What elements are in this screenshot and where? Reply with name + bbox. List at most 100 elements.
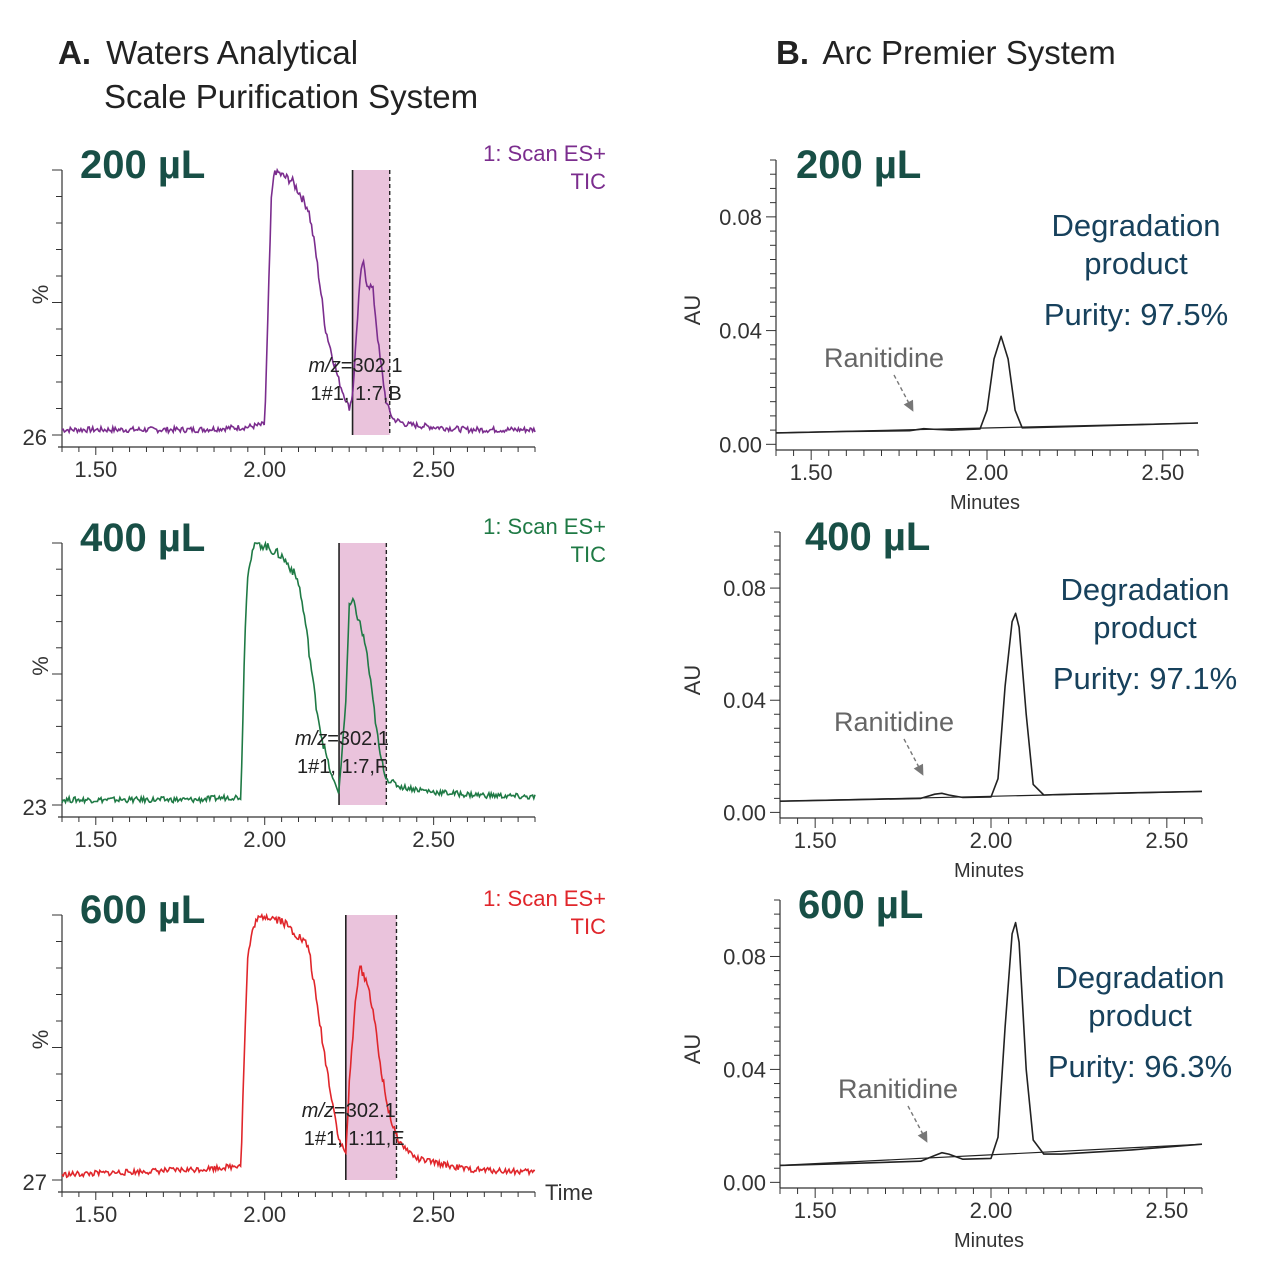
trace-label-line1: 1: Scan ES+ bbox=[483, 514, 606, 539]
tic-trace bbox=[61, 912, 536, 1179]
y-tick-label: 0.04 bbox=[723, 688, 766, 713]
x-tick-label: 2.00 bbox=[970, 828, 1013, 853]
peak-name-line2: product bbox=[1088, 998, 1192, 1033]
chart-b-3: 0.00 0.04 0.08 1.50 2.00 2.50 Minutes AU 600 µL D… bbox=[680, 883, 1232, 1252]
volume-label: 600 µL bbox=[798, 883, 923, 927]
x-tick-label: 1.50 bbox=[74, 1202, 117, 1227]
ranitidine-label: Ranitidine bbox=[834, 707, 954, 737]
mz-prefix: m/z bbox=[295, 728, 327, 750]
volume-label: 200 µL bbox=[80, 143, 205, 187]
ranitidine-arrowhead bbox=[917, 1130, 928, 1143]
scan-annotation: 1#1, 1:7,F bbox=[297, 756, 387, 778]
peak-name-line1: Degradation bbox=[1052, 208, 1221, 243]
purity-label: Purity: 97.1% bbox=[1053, 661, 1237, 696]
peak-name-line2: product bbox=[1093, 610, 1197, 645]
y-tick-label: 0.04 bbox=[719, 319, 762, 344]
y-tick-label: 0.08 bbox=[723, 576, 766, 601]
baseline-line bbox=[775, 422, 1199, 434]
y-tick-label: 0.08 bbox=[723, 944, 766, 969]
x-axis-label: Minutes bbox=[954, 1230, 1024, 1252]
trace-label-line2: TIC bbox=[571, 169, 607, 194]
x-tick-label: 2.50 bbox=[1141, 460, 1184, 485]
panel-b-title: Arc Premier System bbox=[822, 34, 1115, 71]
x-tick-label: 1.50 bbox=[794, 828, 837, 853]
tic-trace bbox=[61, 540, 536, 805]
y-tick-label: 0.08 bbox=[719, 205, 762, 230]
y-axis-label: AU bbox=[680, 295, 705, 326]
svg-text:B. Arc Premier System: B. Arc Premier System bbox=[776, 34, 1116, 71]
trace-label-line1: 1: Scan ES+ bbox=[483, 886, 606, 911]
panel-a-title-line2: Scale Purification System bbox=[104, 78, 478, 115]
baseline-line bbox=[779, 1143, 1203, 1166]
x-tick-label: 2.50 bbox=[412, 457, 455, 482]
peak-name-line1: Degradation bbox=[1056, 960, 1225, 995]
chart-b-2: 0.00 0.04 0.08 1.50 2.00 2.50 Minutes AU 400 µL D… bbox=[680, 515, 1237, 882]
mz-annotation: m/z=302.1 bbox=[295, 728, 389, 750]
chart-a-3: 1.50 2.00 2.50 27% 600 µL 1: Scan ES+ TIC m/z=3… bbox=[23, 886, 607, 1227]
y-axis-label: % bbox=[28, 1030, 53, 1050]
x-tick-label: 2.00 bbox=[243, 827, 286, 852]
x-tick-label: 1.50 bbox=[794, 1198, 837, 1223]
mz-annotation: m/z=302.1 bbox=[302, 1100, 396, 1122]
x-tick-label: 2.50 bbox=[1145, 828, 1188, 853]
time-axis-label: Time bbox=[545, 1180, 593, 1205]
x-tick-label: 1.50 bbox=[74, 827, 117, 852]
chart-b-1: 0.00 0.04 0.08 1.50 2.00 2.50 Minutes AU 200 µL D… bbox=[680, 143, 1228, 514]
ranitidine-label: Ranitidine bbox=[824, 343, 944, 373]
scan-annotation: 1#1, 1:7,B bbox=[311, 383, 402, 405]
mz-value: =302.1 bbox=[334, 1100, 396, 1122]
x-tick-label: 1.50 bbox=[74, 457, 117, 482]
chart-a-1: 1.50 2.00 2.50 26% 200 µL 1: Scan ES+ TIC m/z=3… bbox=[23, 141, 607, 482]
y-min-label: 23 bbox=[23, 795, 47, 820]
ranitidine-arrowhead bbox=[903, 399, 914, 412]
y-axis-label: % bbox=[28, 656, 53, 676]
y-axis-label: % bbox=[28, 285, 53, 305]
panel-a-letter: A. bbox=[58, 34, 91, 71]
panel-a-title-line1: Waters Analytical bbox=[106, 34, 358, 71]
tic-trace bbox=[61, 167, 536, 435]
fraction-window bbox=[345, 915, 397, 1180]
peak-name-line2: product bbox=[1084, 246, 1188, 281]
purity-label: Purity: 96.3% bbox=[1048, 1049, 1232, 1084]
volume-label: 400 µL bbox=[80, 516, 205, 560]
x-tick-label: 1.50 bbox=[790, 460, 833, 485]
baseline-line bbox=[779, 790, 1203, 802]
y-tick-label: 0.00 bbox=[719, 432, 762, 457]
x-tick-label: 2.00 bbox=[243, 457, 286, 482]
y-axis-label: AU bbox=[680, 665, 705, 696]
y-min-label: 27 bbox=[23, 1170, 47, 1195]
panel-b-heading: B. Arc Premier System bbox=[776, 34, 1116, 71]
volume-label: 200 µL bbox=[796, 143, 921, 187]
ranitidine-arrowhead bbox=[913, 763, 924, 776]
x-tick-label: 2.50 bbox=[412, 827, 455, 852]
uv-trace bbox=[779, 921, 1203, 1167]
chart-a-2: 1.50 2.00 2.50 23% 400 µL 1: Scan ES+ TIC m/z=3… bbox=[23, 514, 607, 852]
trace-label-line2: TIC bbox=[571, 914, 607, 939]
peak-name-line1: Degradation bbox=[1061, 572, 1230, 607]
mz-value: =302.1 bbox=[327, 728, 389, 750]
y-axis-label: AU bbox=[680, 1034, 705, 1065]
x-tick-label: 2.50 bbox=[412, 1202, 455, 1227]
x-tick-label: 2.00 bbox=[966, 460, 1009, 485]
panel-b-letter: B. bbox=[776, 34, 809, 71]
volume-label: 400 µL bbox=[805, 515, 930, 559]
mz-annotation: m/z=302.1 bbox=[309, 355, 403, 377]
trace-label-line1: 1: Scan ES+ bbox=[483, 141, 606, 166]
mz-prefix: m/z bbox=[309, 355, 341, 377]
purity-label: Purity: 97.5% bbox=[1044, 297, 1228, 332]
ranitidine-label: Ranitidine bbox=[838, 1074, 958, 1104]
y-min-label: 26 bbox=[23, 425, 47, 450]
x-tick-label: 2.50 bbox=[1145, 1198, 1188, 1223]
mz-value: =302.1 bbox=[341, 355, 403, 377]
svg-text:A. Waters Analytical: A. Waters Analytical bbox=[58, 34, 358, 71]
scan-annotation: 1#1, 1:11,E bbox=[304, 1128, 405, 1150]
y-tick-label: 0.04 bbox=[723, 1057, 766, 1082]
y-tick-label: 0.00 bbox=[723, 1170, 766, 1195]
x-tick-label: 2.00 bbox=[243, 1202, 286, 1227]
volume-label: 600 µL bbox=[80, 888, 205, 932]
x-tick-label: 2.00 bbox=[970, 1198, 1013, 1223]
panel-a-heading: A. Waters Analytical Scale Purification … bbox=[58, 34, 478, 115]
y-tick-label: 0.00 bbox=[723, 800, 766, 825]
